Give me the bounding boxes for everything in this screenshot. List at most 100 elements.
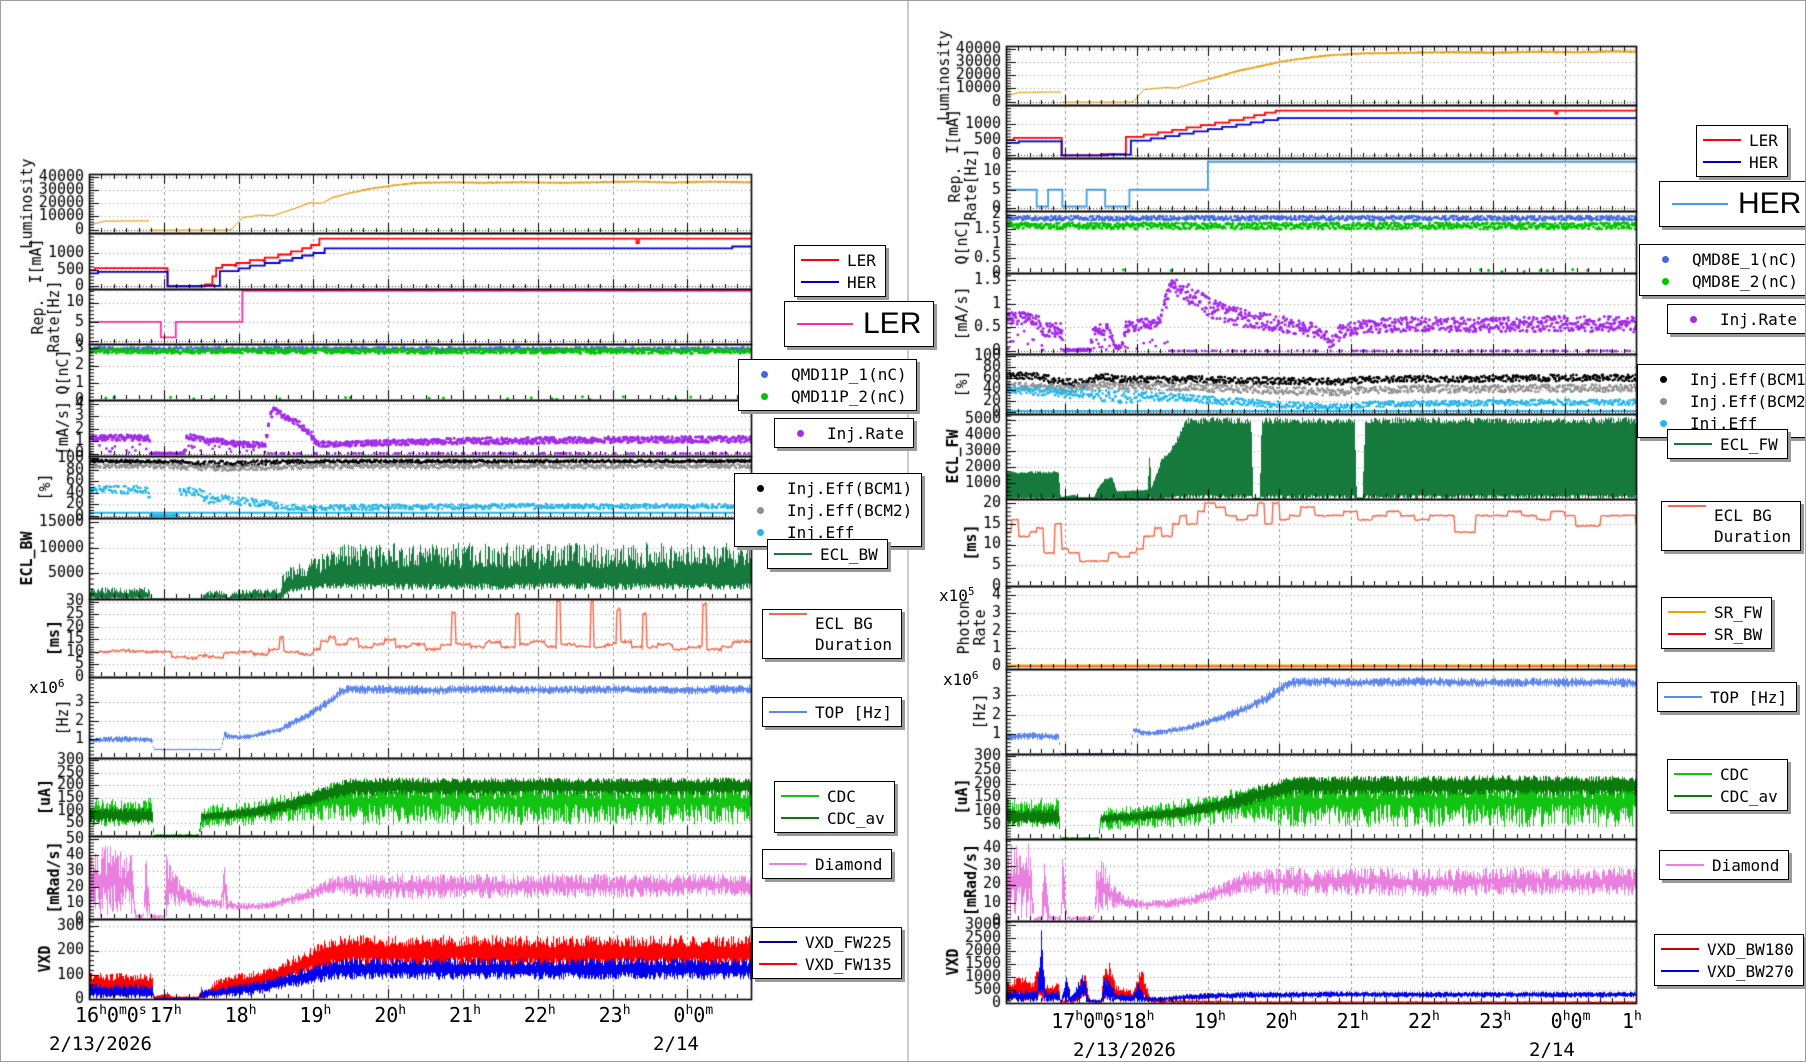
date-label: 2/14 bbox=[1529, 1039, 1575, 1061]
legend-right-sr-legend: SR_FW SR_BW bbox=[1661, 597, 1773, 649]
legend-label: ECL BG bbox=[815, 614, 873, 633]
legend-entry: ECL_FW bbox=[1674, 433, 1778, 455]
line-swatch-icon bbox=[759, 941, 797, 943]
line-swatch-icon bbox=[1668, 611, 1706, 613]
legend-entry: Inj.Eff(BCM1) bbox=[1644, 368, 1806, 390]
legend-right-eclfw-legend: ECL_FW bbox=[1667, 429, 1788, 459]
x-tick-label: 16h0m0s bbox=[75, 1003, 147, 1027]
legend-entry: CDC_av bbox=[781, 807, 885, 829]
line-swatch-icon bbox=[801, 259, 839, 261]
line-swatch-icon bbox=[769, 711, 807, 713]
line-swatch-icon bbox=[797, 323, 853, 325]
legend-label: Inj.Eff(BCM1) bbox=[1690, 369, 1806, 389]
legend-entry: HER bbox=[1672, 188, 1801, 220]
legend-label: Inj.Eff(BCM2) bbox=[787, 500, 913, 520]
legend-right-i-legend: LER HER bbox=[1696, 125, 1788, 177]
marker-dot-icon bbox=[1644, 375, 1682, 383]
marker-dot-icon bbox=[741, 528, 779, 536]
legend-label: CDC bbox=[1720, 764, 1749, 784]
line-swatch-icon bbox=[1661, 970, 1699, 972]
x-tick-label: 19h bbox=[1193, 1009, 1226, 1033]
legend-entry: TOP [Hz] bbox=[1664, 686, 1787, 708]
marker-dot-icon bbox=[1674, 315, 1712, 323]
legend-entry: Diamond bbox=[769, 853, 882, 875]
legend-entry: ECL BG Duration bbox=[1668, 505, 1791, 547]
legend-entry: CDC_av bbox=[1674, 785, 1778, 807]
legend-entry: HER bbox=[801, 271, 876, 293]
line-swatch-icon bbox=[1674, 795, 1712, 797]
legend-label: QMD11P_2(nC) bbox=[791, 386, 907, 406]
legend-entry: QMD8E_1(nC) bbox=[1646, 248, 1798, 270]
legend-label: Inj.Eff(BCM2) bbox=[1690, 391, 1806, 411]
line-swatch-icon bbox=[1666, 864, 1704, 866]
marker-dot-icon bbox=[781, 429, 819, 437]
x-tick-label: 21h bbox=[449, 1003, 481, 1027]
legend-label: VXD_FW135 bbox=[805, 954, 892, 974]
legend-label: ECL_BW bbox=[820, 544, 878, 564]
legend-right-eclbg-legend: ECL BG Duration bbox=[1661, 501, 1802, 551]
legend-entry: LER bbox=[801, 249, 876, 271]
x-tick-label: 18h bbox=[224, 1003, 257, 1027]
line-swatch-icon bbox=[1668, 505, 1706, 507]
legend-entry: Diamond bbox=[1666, 854, 1779, 876]
legend-label: ECL_FW bbox=[1720, 434, 1778, 454]
legend-label: LER bbox=[1749, 130, 1778, 150]
legend-entry: Inj.Eff bbox=[741, 521, 912, 543]
legend-label: QMD11P_1(nC) bbox=[791, 364, 907, 384]
legend-left-injrate-legend: Inj.Rate bbox=[774, 418, 915, 448]
line-swatch-icon bbox=[1703, 161, 1741, 163]
legend-right-cdc-legend: CDC CDC_av bbox=[1667, 759, 1788, 811]
line-swatch-icon bbox=[781, 795, 819, 797]
legend-entry: VXD_FW135 bbox=[759, 953, 892, 975]
x-tick-label: 17h bbox=[149, 1003, 182, 1027]
legend-entry: CDC bbox=[781, 785, 885, 807]
x-tick-label: 0h0m bbox=[1550, 1009, 1591, 1033]
line-swatch-icon bbox=[759, 963, 797, 965]
legend-label-line2: Duration bbox=[815, 635, 893, 654]
line-swatch-icon bbox=[774, 553, 812, 555]
marker-dot-icon bbox=[741, 506, 779, 514]
legend-entry: SR_FW bbox=[1668, 601, 1762, 623]
marker-dot-icon bbox=[741, 484, 779, 492]
legend-right-injrate-legend: Inj.Rate bbox=[1667, 304, 1805, 334]
legend-entry: LER bbox=[797, 308, 921, 340]
line-swatch-icon bbox=[1674, 443, 1712, 445]
x-tick-label: 1h bbox=[1622, 1009, 1642, 1033]
legend-left-rep-legend: LER bbox=[784, 301, 935, 347]
x-tick-label: 20h bbox=[1265, 1009, 1298, 1033]
legend-right-diamond-legend: Diamond bbox=[1659, 850, 1790, 880]
legend-label-line2: Duration bbox=[1714, 527, 1792, 546]
line-swatch-icon bbox=[1661, 948, 1699, 950]
marker-dot-icon bbox=[1644, 397, 1682, 405]
x-tick-label: 21h bbox=[1336, 1009, 1369, 1033]
legend-left-eclbw-legend: ECL_BW bbox=[767, 539, 888, 569]
legend-label: HER bbox=[1738, 187, 1802, 220]
line-swatch-icon bbox=[1672, 203, 1728, 205]
legend-right-top-legend: TOP [Hz] bbox=[1657, 682, 1798, 712]
axis-power-prefix: x106 bbox=[943, 669, 979, 689]
legend-left-injeff-legend: Inj.Eff(BCM1) Inj.Eff(BCM2) Inj.Eff bbox=[734, 473, 923, 547]
legend-entry: Inj.Rate bbox=[1674, 308, 1797, 330]
legend-left-top-legend: TOP [Hz] bbox=[762, 697, 903, 727]
legend-label: CDC_av bbox=[1720, 786, 1778, 806]
x-tick-label: 18h bbox=[1122, 1009, 1155, 1033]
legend-label: CDC_av bbox=[827, 808, 885, 828]
legend-label: Diamond bbox=[815, 854, 883, 874]
legend-label: QMD8E_2(nC) bbox=[1692, 271, 1798, 291]
legend-entry: Inj.Eff bbox=[1644, 412, 1805, 434]
legend-right-vxd-legend: VXD_BW180 VXD_BW270 bbox=[1654, 934, 1804, 986]
marker-dot-icon bbox=[745, 392, 783, 400]
legend-label: SR_BW bbox=[1714, 624, 1763, 644]
legend-label: Inj.Rate bbox=[1720, 309, 1798, 329]
x-tick-label: 23h bbox=[1479, 1009, 1512, 1033]
legend-entry: QMD8E_2(nC) bbox=[1646, 270, 1798, 292]
legend-entry: ECL_BW bbox=[774, 543, 878, 565]
line-swatch-icon bbox=[1674, 773, 1712, 775]
legend-entry: Inj.Eff(BCM2) bbox=[741, 499, 912, 521]
x-tick-label: 20h bbox=[374, 1003, 407, 1027]
legend-entry: ECL BG Duration bbox=[769, 613, 892, 655]
axis-power-prefix: x105 bbox=[939, 585, 975, 605]
line-swatch-icon bbox=[1664, 696, 1702, 698]
legend-label: QMD8E_1(nC) bbox=[1692, 249, 1798, 269]
line-swatch-icon bbox=[1703, 139, 1741, 141]
